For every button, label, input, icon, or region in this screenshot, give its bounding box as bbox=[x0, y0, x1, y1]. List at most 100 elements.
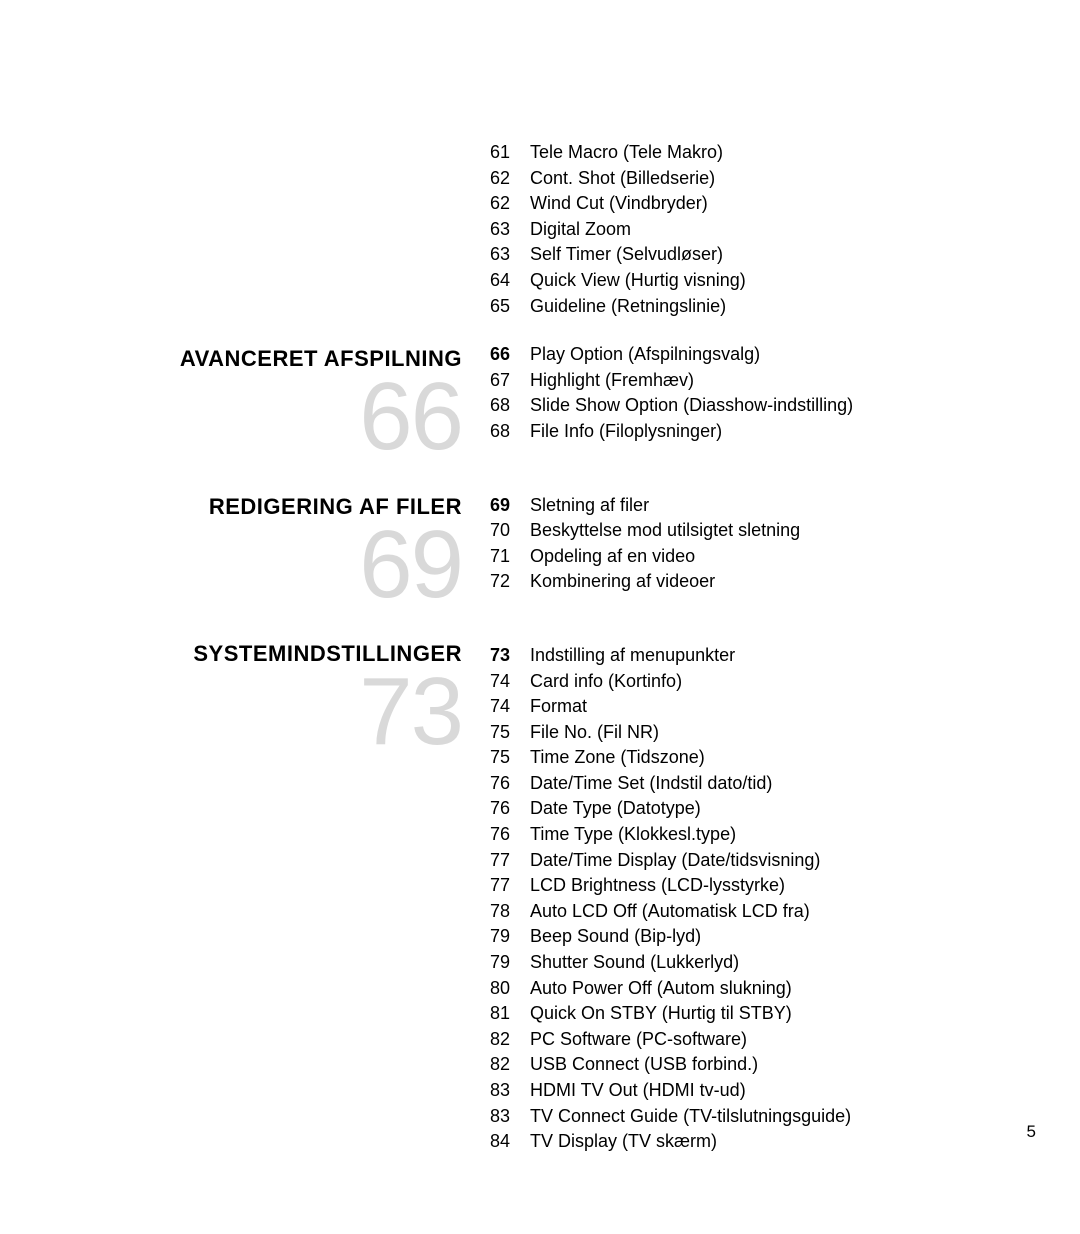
toc-item: 62Wind Cut (Vindbryder) bbox=[490, 191, 1020, 217]
toc-item: 72Kombinering af videoer bbox=[490, 569, 1020, 595]
toc-item: 69Sletning af filer bbox=[490, 493, 1020, 519]
toc-entry-text: HDMI TV Out (HDMI tv-ud) bbox=[530, 1078, 1020, 1104]
toc-page-ref: 83 bbox=[490, 1078, 530, 1104]
toc-item: 80Auto Power Off (Autom slukning) bbox=[490, 976, 1020, 1002]
page-number: 5 bbox=[1027, 1122, 1036, 1142]
toc-item: 75File No. (Fil NR) bbox=[490, 720, 1020, 746]
toc-entry-text: Card info (Kortinfo) bbox=[530, 669, 1020, 695]
toc-entry-text: Beskyttelse mod utilsigtet sletning bbox=[530, 518, 1020, 544]
toc-item: 76Date Type (Datotype) bbox=[490, 796, 1020, 822]
toc-page-ref: 82 bbox=[490, 1027, 530, 1053]
section-block-1: REDIGERING AF FILER 69 bbox=[60, 494, 462, 606]
toc-page-ref: 62 bbox=[490, 166, 530, 192]
spacer bbox=[60, 140, 462, 346]
section-number: 73 bbox=[60, 671, 462, 753]
toc-item: 83TV Connect Guide (TV-tilslutningsguide… bbox=[490, 1104, 1020, 1130]
toc-entry-text: Date/Time Set (Indstil dato/tid) bbox=[530, 771, 1020, 797]
spacer bbox=[490, 319, 1020, 342]
toc-entry-text: Sletning af filer bbox=[530, 493, 1020, 519]
toc-page-ref: 77 bbox=[490, 873, 530, 899]
toc-item: 84TV Display (TV skærm) bbox=[490, 1129, 1020, 1155]
toc-page-ref: 62 bbox=[490, 191, 530, 217]
toc-entry-text: Shutter Sound (Lukkerlyd) bbox=[530, 950, 1020, 976]
toc-item: 73Indstilling af menupunkter bbox=[490, 643, 1020, 669]
toc-page-ref: 72 bbox=[490, 569, 530, 595]
toc-page-ref: 67 bbox=[490, 368, 530, 394]
toc-item: 74Card info (Kortinfo) bbox=[490, 669, 1020, 695]
toc-item: 70Beskyttelse mod utilsigtet sletning bbox=[490, 518, 1020, 544]
spacer bbox=[490, 595, 1020, 643]
toc-entries-column: 61Tele Macro (Tele Makro)62Cont. Shot (B… bbox=[490, 140, 1020, 1155]
toc-entry-text: Self Timer (Selvudløser) bbox=[530, 242, 1020, 268]
toc-entry-text: Auto Power Off (Autom slukning) bbox=[530, 976, 1020, 1002]
toc-page-ref: 68 bbox=[490, 419, 530, 445]
toc-item: 74Format bbox=[490, 694, 1020, 720]
toc-group: 69Sletning af filer70Beskyttelse mod uti… bbox=[490, 493, 1020, 595]
toc-entry-text: Highlight (Fremhæv) bbox=[530, 368, 1020, 394]
toc-page: AVANCERET AFSPILNING 66 REDIGERING AF FI… bbox=[0, 0, 1080, 1195]
toc-entry-text: Play Option (Afspilningsvalg) bbox=[530, 342, 1020, 368]
toc-entry-text: Date Type (Datotype) bbox=[530, 796, 1020, 822]
toc-entry-text: LCD Brightness (LCD-lysstyrke) bbox=[530, 873, 1020, 899]
toc-item: 71Opdeling af en video bbox=[490, 544, 1020, 570]
toc-page-ref: 69 bbox=[490, 493, 530, 519]
section-number: 69 bbox=[60, 524, 462, 606]
toc-entry-text: Digital Zoom bbox=[530, 217, 1020, 243]
toc-item: 67Highlight (Fremhæv) bbox=[490, 368, 1020, 394]
toc-page-ref: 80 bbox=[490, 976, 530, 1002]
section-number: 66 bbox=[60, 376, 462, 458]
toc-item: 81Quick On STBY (Hurtig til STBY) bbox=[490, 1001, 1020, 1027]
toc-entry-text: PC Software (PC-software) bbox=[530, 1027, 1020, 1053]
toc-group: 61Tele Macro (Tele Makro)62Cont. Shot (B… bbox=[490, 140, 1020, 319]
toc-page-ref: 75 bbox=[490, 720, 530, 746]
section-block-2: SYSTEMINDSTILLINGER 73 bbox=[60, 641, 462, 753]
toc-page-ref: 77 bbox=[490, 848, 530, 874]
toc-item: 79Beep Sound (Bip-lyd) bbox=[490, 924, 1020, 950]
toc-page-ref: 74 bbox=[490, 694, 530, 720]
toc-page-ref: 73 bbox=[490, 643, 530, 669]
toc-item: 83HDMI TV Out (HDMI tv-ud) bbox=[490, 1078, 1020, 1104]
toc-item: 64Quick View (Hurtig visning) bbox=[490, 268, 1020, 294]
toc-entry-text: Time Zone (Tidszone) bbox=[530, 745, 1020, 771]
toc-entry-text: Time Type (Klokkesl.type) bbox=[530, 822, 1020, 848]
toc-page-ref: 76 bbox=[490, 822, 530, 848]
toc-page-ref: 70 bbox=[490, 518, 530, 544]
toc-item: 68Slide Show Option (Diasshow-indstillin… bbox=[490, 393, 1020, 419]
toc-entry-text: Guideline (Retningslinie) bbox=[530, 294, 1020, 320]
toc-entry-text: Cont. Shot (Billedserie) bbox=[530, 166, 1020, 192]
toc-entry-text: File No. (Fil NR) bbox=[530, 720, 1020, 746]
toc-item: 62Cont. Shot (Billedserie) bbox=[490, 166, 1020, 192]
toc-page-ref: 83 bbox=[490, 1104, 530, 1130]
toc-item: 82PC Software (PC-software) bbox=[490, 1027, 1020, 1053]
toc-item: 77Date/Time Display (Date/tidsvisning) bbox=[490, 848, 1020, 874]
toc-item: 82USB Connect (USB forbind.) bbox=[490, 1052, 1020, 1078]
toc-item: 65Guideline (Retningslinie) bbox=[490, 294, 1020, 320]
toc-page-ref: 68 bbox=[490, 393, 530, 419]
toc-group: 66Play Option (Afspilningsvalg)67Highlig… bbox=[490, 342, 1020, 444]
toc-page-ref: 61 bbox=[490, 140, 530, 166]
toc-page-ref: 63 bbox=[490, 217, 530, 243]
spacer bbox=[490, 445, 1020, 493]
toc-item: 75Time Zone (Tidszone) bbox=[490, 745, 1020, 771]
toc-entry-text: Format bbox=[530, 694, 1020, 720]
toc-page-ref: 81 bbox=[490, 1001, 530, 1027]
toc-item: 76Date/Time Set (Indstil dato/tid) bbox=[490, 771, 1020, 797]
toc-entry-text: TV Connect Guide (TV-tilslutningsguide) bbox=[530, 1104, 1020, 1130]
toc-entry-text: Date/Time Display (Date/tidsvisning) bbox=[530, 848, 1020, 874]
toc-page-ref: 84 bbox=[490, 1129, 530, 1155]
toc-entry-text: TV Display (TV skærm) bbox=[530, 1129, 1020, 1155]
toc-item: 78Auto LCD Off (Automatisk LCD fra) bbox=[490, 899, 1020, 925]
toc-entry-text: File Info (Filoplysninger) bbox=[530, 419, 1020, 445]
toc-item: 61Tele Macro (Tele Makro) bbox=[490, 140, 1020, 166]
toc-entry-text: Tele Macro (Tele Makro) bbox=[530, 140, 1020, 166]
toc-page-ref: 66 bbox=[490, 342, 530, 368]
toc-page-ref: 65 bbox=[490, 294, 530, 320]
section-titles-column: AVANCERET AFSPILNING 66 REDIGERING AF FI… bbox=[60, 140, 490, 1155]
toc-entry-text: Opdeling af en video bbox=[530, 544, 1020, 570]
toc-item: 77LCD Brightness (LCD-lysstyrke) bbox=[490, 873, 1020, 899]
toc-page-ref: 64 bbox=[490, 268, 530, 294]
toc-entry-text: Slide Show Option (Diasshow-indstilling) bbox=[530, 393, 1020, 419]
toc-page-ref: 79 bbox=[490, 924, 530, 950]
toc-item: 68File Info (Filoplysninger) bbox=[490, 419, 1020, 445]
toc-entry-text: Auto LCD Off (Automatisk LCD fra) bbox=[530, 899, 1020, 925]
